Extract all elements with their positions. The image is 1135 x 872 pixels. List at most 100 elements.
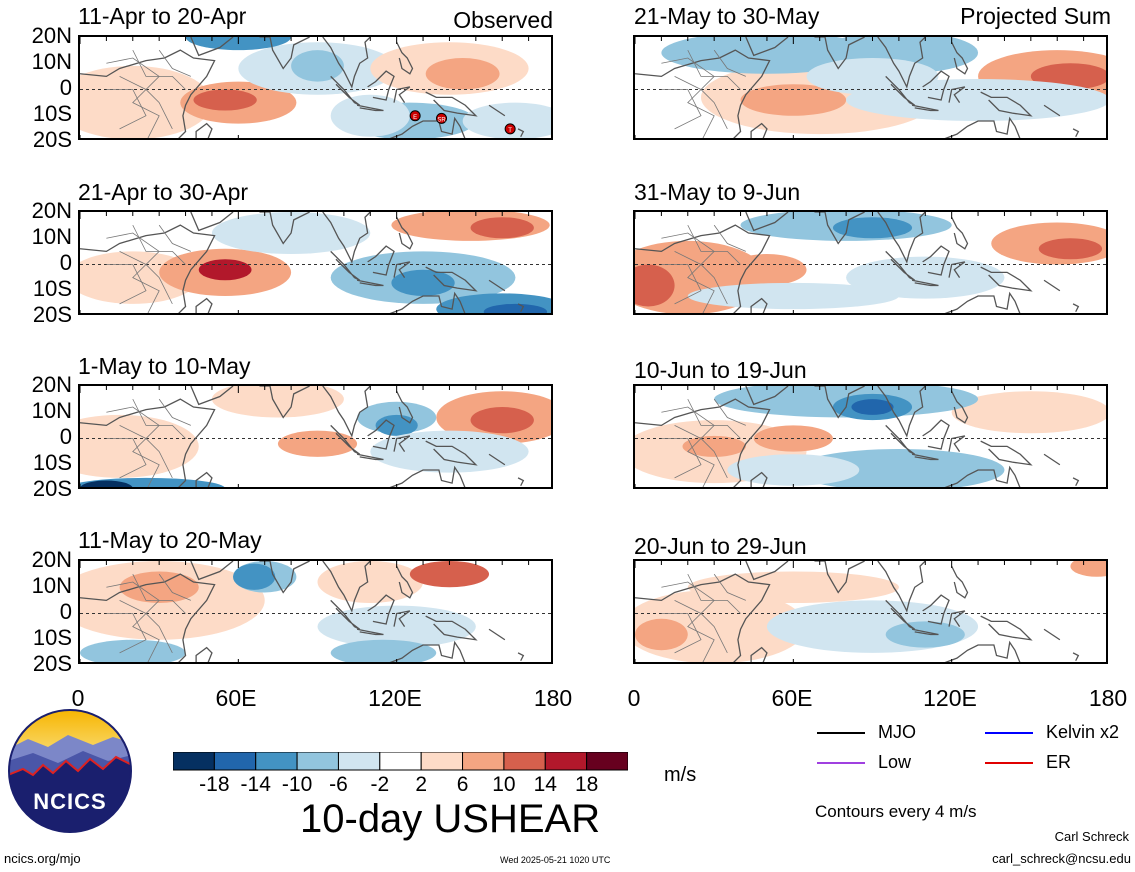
country-border — [158, 573, 191, 601]
coastline — [396, 390, 414, 424]
country-border — [687, 224, 741, 265]
coastline — [922, 419, 950, 450]
coastline — [951, 565, 969, 599]
y-tick-label: 20S — [32, 302, 72, 327]
country-border — [687, 398, 741, 439]
negative-shear-region — [687, 282, 899, 310]
coastline — [944, 640, 1021, 662]
website-link[interactable]: ncics.org/mjo — [4, 851, 81, 866]
x-tick-right-180: 180 — [1088, 685, 1128, 711]
coastline — [330, 75, 361, 106]
coastline — [911, 453, 939, 461]
coastline — [944, 465, 1021, 487]
country-border — [661, 613, 702, 654]
coastline — [745, 386, 789, 406]
x-tick-left-0: 0 — [71, 685, 85, 711]
colorbar-label: -10 — [281, 773, 313, 796]
map-panel-left-1: E SR T — [78, 35, 553, 140]
coastline — [980, 440, 1033, 466]
coastline — [195, 297, 213, 313]
coastline — [80, 224, 216, 313]
coastline — [322, 37, 371, 89]
projected-sum-label: Projected Sum — [960, 3, 1111, 29]
coastline — [750, 297, 768, 313]
coastline — [1043, 628, 1061, 641]
coastline — [635, 573, 771, 662]
y-tick-label: 10S — [32, 625, 72, 650]
coastline — [322, 212, 371, 264]
legend-line-mjo — [817, 732, 865, 734]
country-border — [119, 251, 173, 305]
panel-title-right-4: 20-Jun to 29-Jun — [634, 533, 807, 559]
storm-marker: SR — [436, 112, 448, 124]
country-border — [106, 438, 147, 479]
coastline — [356, 104, 384, 112]
coastline — [393, 610, 411, 627]
country-border — [713, 573, 746, 601]
negative-shear-region — [462, 102, 551, 138]
coastline — [814, 386, 865, 419]
colorbar-label: -14 — [240, 773, 271, 796]
country-border — [132, 398, 186, 439]
coastline — [488, 628, 506, 641]
coastline — [814, 37, 865, 70]
legend-label-kelvin: Kelvin x2 — [1046, 722, 1120, 742]
coastline — [980, 266, 1033, 292]
map-panel-right-1 — [633, 35, 1108, 140]
y-tick-label: 0 — [59, 75, 72, 100]
coastline — [885, 250, 916, 281]
coastline — [1072, 477, 1080, 487]
coastline — [367, 70, 395, 101]
colorbar-swatch — [544, 752, 588, 771]
coastline — [922, 70, 950, 101]
coastline — [367, 594, 395, 625]
country-border — [158, 398, 191, 426]
colorbar-swatch — [337, 752, 381, 771]
storm-marker: E — [409, 110, 421, 122]
coastline — [389, 116, 466, 138]
y-tick-label: 20N — [31, 372, 72, 397]
coastline — [190, 386, 234, 406]
coastline — [80, 398, 216, 487]
author-email[interactable]: carl_schreck@ncsu.edu — [992, 851, 1131, 866]
coastline — [330, 424, 361, 455]
y-tick-label: 10N — [31, 224, 72, 249]
coastline — [635, 224, 771, 313]
colorbar-swatch — [503, 752, 546, 771]
panel-title-left-1: 11-Apr to 20-Apr — [78, 3, 247, 29]
positive-shear-region — [1038, 238, 1103, 260]
country-border — [661, 264, 702, 305]
coastline — [517, 303, 525, 313]
storm-marker-label: SR — [437, 117, 446, 123]
coastline — [885, 424, 916, 455]
map-panel-right-3 — [633, 384, 1108, 489]
coastline — [745, 37, 789, 57]
colorbar-swatch — [420, 752, 464, 771]
negative-shear-region — [391, 269, 455, 296]
contour-note: Contours every 4 m/s — [815, 802, 977, 821]
coastline — [911, 279, 939, 287]
coastline — [356, 279, 384, 287]
country-border — [674, 600, 728, 654]
country-border — [687, 573, 741, 614]
coastline — [322, 561, 371, 613]
units-label: m/s — [664, 764, 697, 786]
coastline — [195, 646, 213, 662]
positive-shear-region — [470, 217, 534, 239]
y-tick-label: 10N — [31, 573, 72, 598]
coastline — [195, 122, 213, 138]
coastline — [948, 435, 966, 452]
timestamp: Wed 2025-05-21 1020 UTC — [500, 855, 611, 865]
country-border — [132, 49, 186, 90]
country-border — [119, 425, 173, 479]
coastline — [948, 261, 966, 278]
coastline — [911, 104, 939, 112]
y-tick-label: 10S — [32, 101, 72, 126]
negative-shear-region — [80, 480, 133, 487]
coastline — [259, 212, 310, 245]
colorbar-label: 2 — [415, 773, 428, 796]
colorbar-swatch — [586, 752, 628, 771]
coastline — [259, 386, 310, 419]
coastline — [517, 128, 525, 138]
coastline — [190, 212, 234, 232]
